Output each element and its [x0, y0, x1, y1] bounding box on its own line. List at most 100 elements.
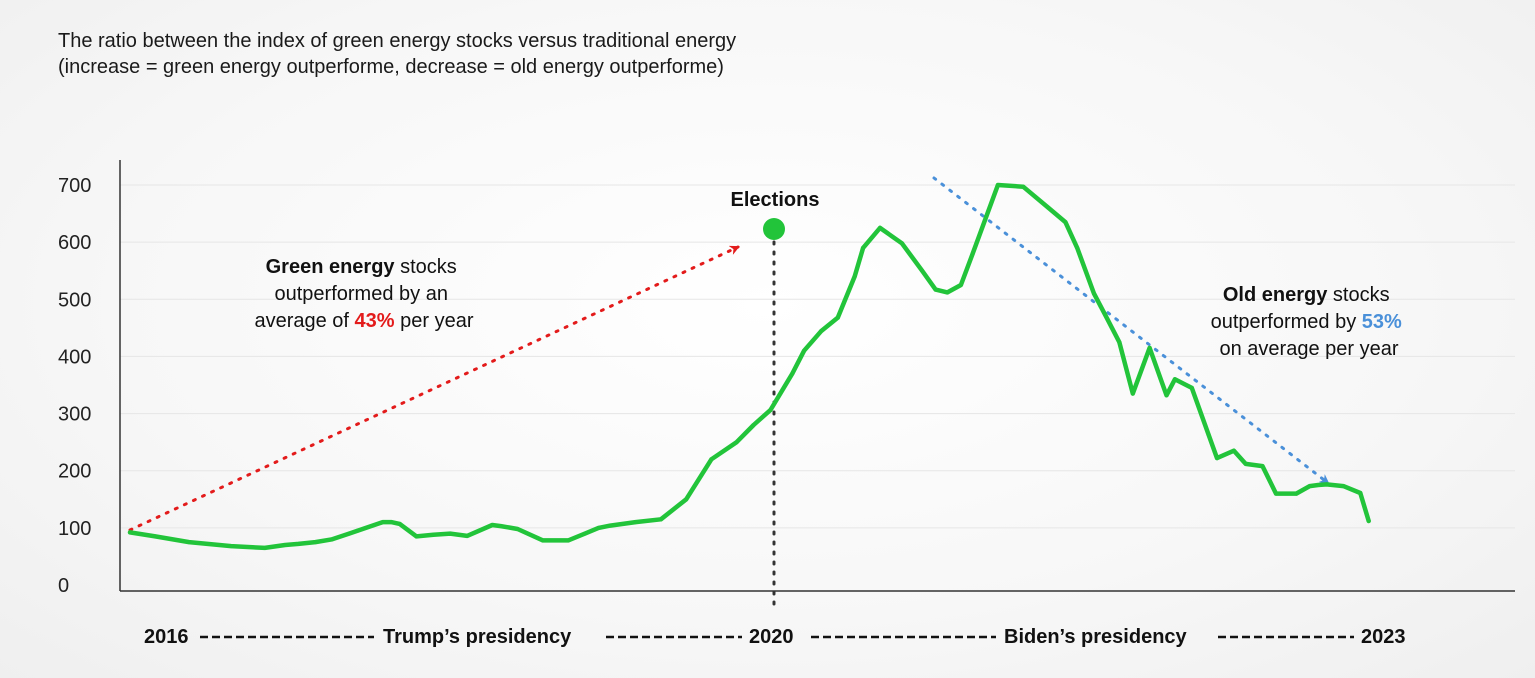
data-point	[1147, 345, 1152, 350]
data-point	[751, 423, 756, 427]
y-tick-label: 100	[58, 518, 91, 540]
data-point	[1046, 205, 1051, 210]
green-trend-arrow	[128, 245, 740, 532]
data-point	[852, 274, 857, 279]
data-point	[389, 520, 394, 525]
data-point	[330, 537, 335, 542]
y-tick-label: 0	[58, 575, 69, 597]
data-point	[498, 524, 503, 529]
label-2016: 2016	[144, 626, 189, 648]
data-point	[684, 497, 689, 502]
grid-lines	[120, 184, 1515, 529]
data-point	[1316, 483, 1321, 487]
data-point	[187, 540, 191, 545]
data-point	[313, 540, 318, 545]
old-annotation-rest: stocks	[1327, 284, 1389, 306]
y-tick-label: 200	[58, 461, 91, 483]
data-point	[802, 348, 807, 353]
data-point	[1366, 519, 1371, 523]
data-point	[835, 315, 840, 320]
label-2020: 2020	[749, 626, 794, 648]
y-tick-label: 300	[58, 404, 91, 426]
data-point	[414, 534, 419, 539]
election-label: Elections	[731, 189, 820, 211]
green-annotation-pct: 43%	[355, 310, 395, 332]
data-point	[1075, 245, 1080, 250]
data-point	[128, 530, 132, 535]
data-point	[1243, 461, 1248, 466]
data-point	[153, 534, 158, 539]
data-point	[1189, 385, 1194, 390]
data-point	[566, 538, 571, 543]
data-point	[899, 241, 904, 246]
data-point	[1117, 340, 1122, 345]
data-point	[1172, 377, 1177, 382]
series-points	[128, 183, 1371, 550]
data-point	[1231, 448, 1236, 453]
data-point	[448, 531, 453, 536]
y-axis-ticks: 0 100 200 300 400 500 600 700	[58, 175, 91, 597]
old-annotation-line3: on average per year	[1219, 338, 1398, 360]
data-point	[958, 283, 963, 287]
data-point	[583, 531, 587, 536]
data-point	[283, 543, 288, 547]
data-point	[262, 545, 267, 550]
data-point	[1215, 456, 1219, 461]
y-tick-label: 400	[58, 346, 91, 368]
data-point	[920, 268, 925, 273]
data-point	[1105, 317, 1110, 322]
data-point	[709, 457, 714, 462]
chart-title: The ratio between the index of green ene…	[58, 28, 736, 80]
data-point	[1294, 491, 1299, 496]
data-point	[380, 520, 385, 525]
chart-title-line-2: (increase = green energy outperforme, de…	[58, 56, 724, 78]
data-point	[933, 287, 938, 292]
data-point	[970, 251, 975, 256]
green-annotation-line3-post: per year	[395, 310, 474, 332]
data-point	[1206, 432, 1211, 437]
green-annotation: Green energy stocks outperformed by an a…	[254, 256, 473, 332]
green-annotation-line3-pre: average of	[254, 310, 354, 332]
y-tick-label: 500	[58, 289, 91, 311]
data-point	[465, 533, 470, 538]
old-trend-arrow	[932, 176, 1330, 485]
data-point	[1274, 491, 1278, 496]
data-point	[1307, 484, 1312, 489]
data-point	[658, 517, 663, 522]
green-annotation-bold: Green energy	[266, 256, 396, 278]
data-point	[633, 520, 638, 525]
y-tick-label: 600	[58, 232, 91, 254]
data-point	[734, 440, 739, 445]
data-point	[790, 371, 795, 376]
data-point	[431, 532, 436, 537]
chart-title-line-1: The ratio between the index of green ene…	[58, 30, 737, 52]
old-annotation-bold: Old energy	[1223, 284, 1328, 306]
data-point	[1260, 464, 1265, 469]
data-point	[490, 523, 495, 527]
data-point	[995, 183, 1000, 187]
data-point	[861, 245, 866, 250]
green-annotation-rest: stocks	[395, 256, 457, 278]
data-point	[1021, 184, 1026, 189]
old-annotation-pct: 53%	[1362, 311, 1402, 333]
data-point	[768, 408, 773, 413]
data-point	[515, 527, 520, 531]
data-point	[1341, 484, 1346, 489]
data-point	[540, 538, 545, 543]
data-point	[1324, 482, 1329, 487]
data-point	[229, 544, 234, 549]
data-point	[1130, 391, 1135, 396]
data-point	[397, 521, 402, 526]
data-point	[819, 329, 823, 334]
data-point	[945, 290, 950, 295]
data-point	[1164, 393, 1169, 398]
data-point	[1063, 220, 1068, 225]
data-point	[296, 541, 301, 546]
timeline-footer: 2016 Trump’s presidency 2020 Biden’s pre…	[144, 626, 1406, 648]
y-tick-label: 700	[58, 175, 91, 197]
data-point	[347, 531, 352, 536]
old-annotation-line2-pre: outperformed by	[1211, 311, 1362, 333]
data-point	[355, 528, 360, 533]
data-point	[1358, 491, 1363, 495]
green-annotation-line2: outperformed by an	[275, 283, 448, 305]
